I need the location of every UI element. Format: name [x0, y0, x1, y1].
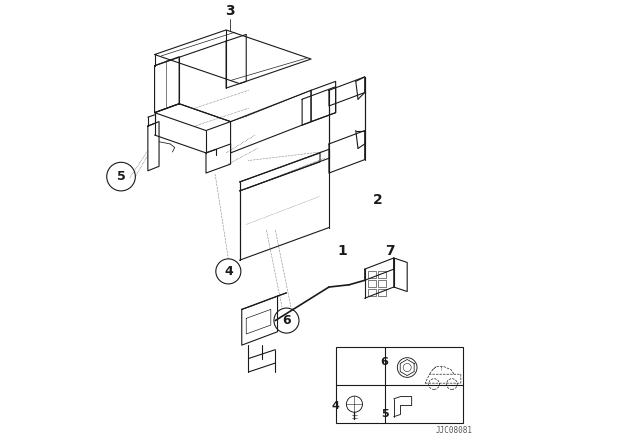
Circle shape [107, 162, 135, 191]
Text: 1: 1 [337, 244, 347, 258]
Bar [378, 271, 386, 278]
Circle shape [216, 259, 241, 284]
Circle shape [397, 358, 417, 377]
Text: 5: 5 [381, 409, 388, 418]
Bar [368, 271, 376, 278]
Text: JJC08081: JJC08081 [436, 426, 472, 435]
Circle shape [274, 308, 299, 333]
Text: 3: 3 [225, 4, 234, 18]
Text: 6: 6 [381, 357, 388, 367]
Text: 4: 4 [332, 401, 339, 410]
Bar [378, 280, 386, 287]
Bar [368, 280, 376, 287]
Text: 6: 6 [282, 314, 291, 327]
Bar [378, 289, 386, 296]
Circle shape [346, 396, 362, 412]
Text: 2: 2 [372, 193, 383, 207]
Text: 5: 5 [116, 170, 125, 183]
Bar [335, 347, 463, 423]
Text: 4: 4 [224, 265, 233, 278]
Text: 7: 7 [385, 244, 394, 258]
Bar [368, 289, 376, 296]
